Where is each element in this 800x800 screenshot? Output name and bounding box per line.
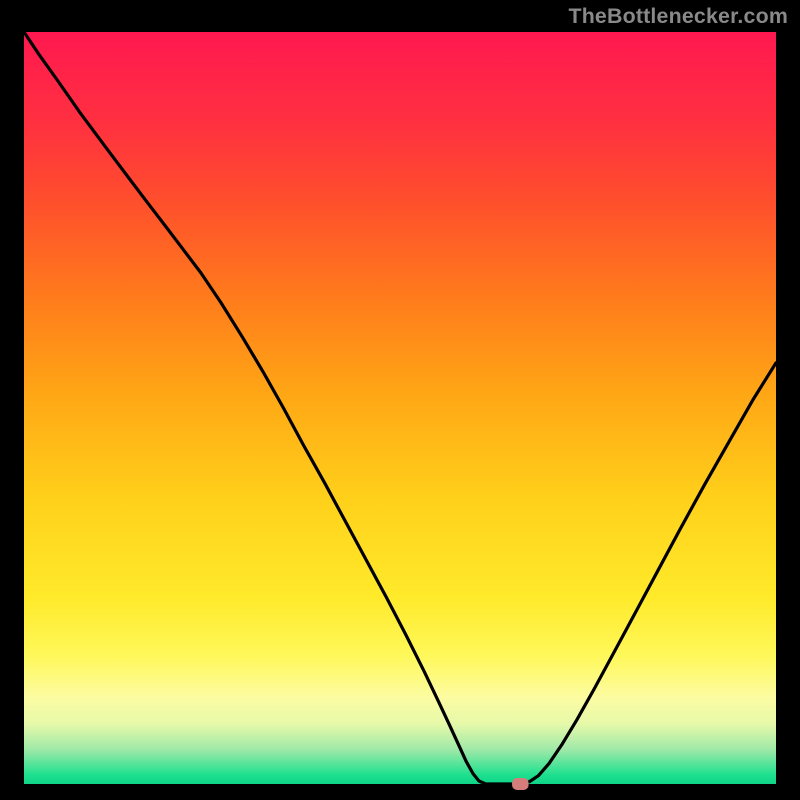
optimal-marker <box>512 778 529 790</box>
chart-stage: TheBottlenecker.com <box>0 0 800 800</box>
plot-gradient <box>24 32 776 784</box>
bottleneck-chart <box>0 0 800 800</box>
watermark-text: TheBottlenecker.com <box>568 4 788 29</box>
